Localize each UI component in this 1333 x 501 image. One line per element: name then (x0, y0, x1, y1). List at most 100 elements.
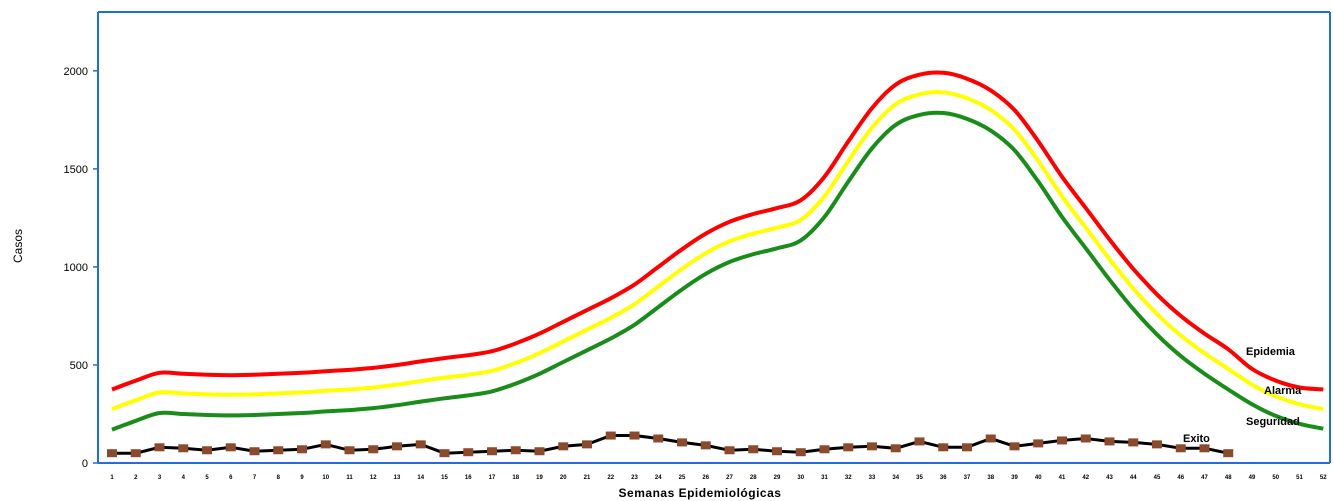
x-tick-label: 10 (322, 475, 329, 481)
exito-point (178, 444, 189, 453)
exito-point (463, 448, 474, 457)
exito-point (962, 443, 972, 452)
x-tick-label: 50 (1272, 475, 1279, 481)
x-tick-label: 23 (631, 475, 638, 481)
x-axis-title: Semanas Epidemiológicas (619, 486, 782, 500)
exito-point (202, 446, 212, 455)
x-tick-label: 42 (1082, 475, 1089, 481)
exito-point (677, 438, 687, 447)
exito-point (938, 443, 949, 452)
exito-point (1152, 440, 1162, 449)
x-tick-label: 48 (1225, 475, 1232, 481)
x-tick-label: 49 (1249, 475, 1256, 481)
axes (97, 11, 1331, 464)
x-tick-label: 16 (465, 475, 472, 481)
exito-point (1175, 444, 1186, 453)
marker-layer (107, 431, 1234, 458)
x-tick-label: 37 (964, 475, 971, 481)
x-tick-label: 43 (1106, 475, 1113, 481)
exito-point (819, 445, 830, 454)
x-tick-label: 17 (489, 475, 496, 481)
exito-point (605, 431, 616, 440)
series-label-seguridad: Seguridad (1246, 416, 1300, 428)
exito-point (225, 443, 236, 452)
x-tick-label: 13 (394, 475, 401, 481)
exito-point (582, 440, 592, 449)
x-tick-label: 31 (821, 475, 828, 481)
x-tick-label: 24 (655, 475, 662, 481)
exito-point (439, 449, 450, 458)
x-tick-label: 35 (916, 475, 923, 481)
x-tick-label: 45 (1154, 475, 1161, 481)
exito-point (1223, 449, 1234, 458)
exito-point (273, 446, 284, 455)
x-tick-label: 25 (679, 475, 686, 481)
x-tick-label: 39 (1011, 475, 1018, 481)
x-tick-label: 38 (987, 475, 994, 481)
x-tick-label: 11 (346, 475, 353, 481)
exito-point (890, 444, 901, 453)
x-tick-label: 34 (892, 475, 899, 481)
x-tick-label: 8 (277, 475, 281, 481)
exito-point (320, 440, 331, 449)
exito-point (510, 446, 521, 455)
series-line-seguridad (111, 110, 1324, 432)
x-tick-label: 20 (560, 475, 567, 481)
exito-point (534, 447, 545, 456)
x-tick-label: 5 (205, 475, 209, 481)
x-tick-label: 22 (607, 475, 614, 481)
x-tick-label: 26 (702, 475, 709, 481)
y-tick-label: 0 (82, 458, 88, 470)
exito-point (724, 446, 735, 455)
exito-point (867, 442, 877, 451)
x-tick-label: 44 (1130, 475, 1137, 481)
x-tick-label: 28 (750, 475, 757, 481)
x-tick-label: 12 (370, 475, 377, 481)
exito-point (843, 443, 854, 452)
x-tick-label: 52 (1320, 475, 1327, 481)
x-tick-label: 6 (229, 475, 233, 481)
series-label-epidemia: Epidemia (1246, 346, 1296, 358)
x-tick-label: 41 (1059, 475, 1066, 481)
y-axis-ticks: 0 500 1000 1500 2000 (64, 66, 98, 470)
y-axis-title: Casos (11, 229, 25, 263)
exito-point (629, 431, 640, 440)
x-axis-ticks: 1 2 3 4 5 6 7 8 9 10 11 12 13 14 15 16 17 18 19 20 21 22 23 24 2… (110, 475, 1327, 481)
exito-point (344, 446, 355, 455)
x-tick-label: 15 (441, 475, 448, 481)
exito-point (914, 437, 925, 446)
x-tick-label: 1 (110, 475, 114, 481)
exito-point (1128, 438, 1139, 447)
x-tick-label: 3 (158, 475, 162, 481)
exito-point (415, 440, 426, 449)
exito-point (795, 448, 806, 457)
x-tick-label: 51 (1296, 475, 1303, 481)
series-label-exito: Exito (1183, 433, 1210, 445)
x-tick-label: 33 (869, 475, 876, 481)
series-line-epidemia (111, 70, 1324, 392)
x-tick-label: 30 (797, 475, 804, 481)
x-tick-label: 40 (1035, 475, 1042, 481)
x-tick-label: 47 (1201, 475, 1208, 481)
y-tick-label: 1500 (64, 164, 88, 176)
exito-point (653, 434, 664, 443)
x-tick-label: 19 (536, 475, 543, 481)
series-line-alarma (111, 90, 1324, 412)
exito-point (1057, 436, 1067, 445)
x-tick-label: 32 (845, 475, 852, 481)
exito-point (154, 443, 165, 452)
exito-point (558, 442, 569, 451)
exito-point (1033, 439, 1044, 448)
x-tick-label: 14 (417, 475, 424, 481)
exito-point (748, 445, 759, 454)
series-label-alarma: Alarma (1264, 385, 1302, 397)
series-label-layer: Epidemia Alarma Seguridad Exito (1183, 346, 1302, 445)
y-tick-label: 2000 (64, 66, 88, 78)
x-tick-label: 36 (940, 475, 947, 481)
series-layer (111, 70, 1324, 455)
x-tick-label: 7 (253, 475, 257, 481)
exito-point (1104, 437, 1115, 446)
exito-point (107, 449, 117, 458)
exito-point (1080, 434, 1091, 443)
